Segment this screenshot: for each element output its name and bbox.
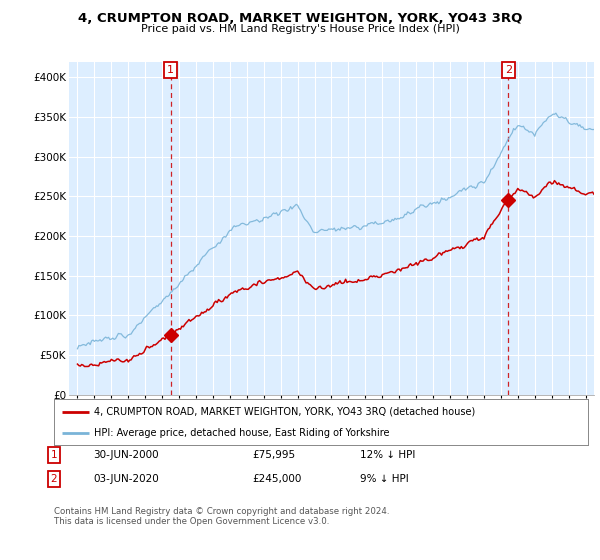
Text: 1: 1 <box>50 450 58 460</box>
Text: 4, CRUMPTON ROAD, MARKET WEIGHTON, YORK, YO43 3RQ: 4, CRUMPTON ROAD, MARKET WEIGHTON, YORK,… <box>78 12 522 25</box>
Text: 12% ↓ HPI: 12% ↓ HPI <box>360 450 415 460</box>
Text: £75,995: £75,995 <box>252 450 295 460</box>
Text: 03-JUN-2020: 03-JUN-2020 <box>93 474 159 484</box>
Text: 9% ↓ HPI: 9% ↓ HPI <box>360 474 409 484</box>
Text: Price paid vs. HM Land Registry's House Price Index (HPI): Price paid vs. HM Land Registry's House … <box>140 24 460 34</box>
Text: HPI: Average price, detached house, East Riding of Yorkshire: HPI: Average price, detached house, East… <box>94 428 389 438</box>
Text: 4, CRUMPTON ROAD, MARKET WEIGHTON, YORK, YO43 3RQ (detached house): 4, CRUMPTON ROAD, MARKET WEIGHTON, YORK,… <box>94 407 475 417</box>
Text: £245,000: £245,000 <box>252 474 301 484</box>
Text: 2: 2 <box>505 65 512 75</box>
Text: 2: 2 <box>50 474 58 484</box>
Text: 30-JUN-2000: 30-JUN-2000 <box>93 450 158 460</box>
Text: 1: 1 <box>167 65 174 75</box>
Text: Contains HM Land Registry data © Crown copyright and database right 2024.
This d: Contains HM Land Registry data © Crown c… <box>54 507 389 526</box>
